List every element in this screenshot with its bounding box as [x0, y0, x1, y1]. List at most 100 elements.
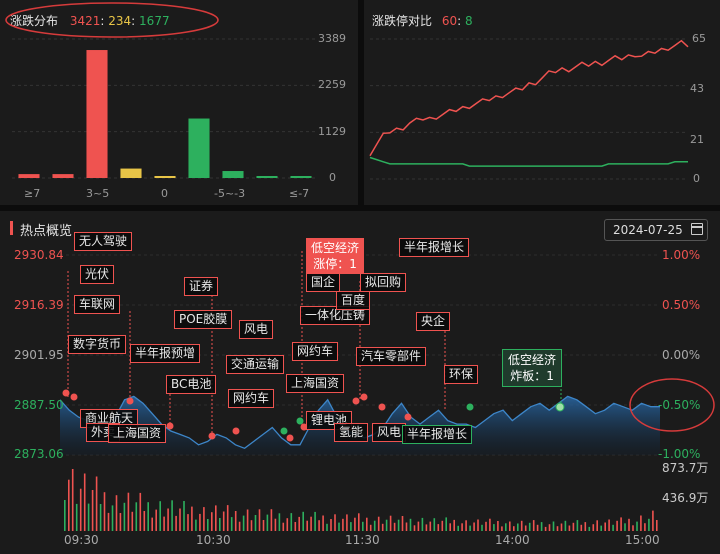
pct-tick: -1.00% [658, 447, 701, 461]
volume-bar [147, 502, 149, 531]
hotspot-tag[interactable]: 环保 [444, 365, 479, 384]
hotspot-tag[interactable]: 拟回购 [360, 273, 407, 292]
volume-bar [207, 519, 209, 531]
volume-bar [99, 504, 102, 531]
hotspot-tag[interactable]: 证券 [184, 277, 219, 296]
separator: : [131, 14, 136, 28]
hotspot-tag[interactable]: 上海国资 [108, 424, 167, 443]
price-tick: 2916.39 [14, 298, 64, 312]
hotspot-tag[interactable]: 百度 [336, 291, 371, 310]
hotspot-tag[interactable]: 交通运输 [226, 355, 285, 374]
pct-tick: -0.50% [658, 398, 701, 412]
flat-count: 234 [108, 14, 132, 28]
volume-bar [572, 522, 575, 531]
separator: : [457, 14, 462, 28]
limit-break-callout[interactable]: 低空经济 炸板：1 [502, 349, 563, 387]
volume-bar [326, 523, 328, 531]
volume-bar [91, 490, 94, 531]
x-tick: ≥7 [24, 187, 41, 200]
volume-bar [433, 518, 436, 531]
hotspot-tag[interactable]: BC电池 [166, 375, 217, 394]
volume-bar [167, 508, 169, 531]
volume-bar [644, 523, 646, 531]
distribution-bar [188, 118, 210, 178]
volume-bar [445, 517, 447, 531]
limit-up-line [369, 39, 689, 157]
time-tick: 14:00 [495, 533, 530, 547]
hotspot-tag[interactable]: 风电 [239, 320, 274, 339]
volume-bar [71, 469, 74, 531]
separator: : [100, 14, 105, 28]
volume-bar [203, 507, 205, 531]
hotspot-tag[interactable]: 上海国资 [286, 374, 345, 393]
distribution-bar [256, 176, 278, 178]
volume-bar [652, 510, 654, 531]
volume-bar [469, 525, 471, 531]
date-picker[interactable]: 2024-07-25 [604, 219, 708, 241]
hotspot-tag[interactable]: 无人驾驶 [74, 232, 133, 251]
volume-bar [64, 500, 66, 531]
x-tick: -5~-3 [214, 187, 246, 200]
hotspot-tag[interactable]: POE胶膜 [174, 310, 233, 329]
hotspot-tag[interactable]: 半年报预增 [130, 344, 201, 363]
distribution-svg [5, 2, 318, 179]
volume-bar [640, 515, 642, 531]
volume-bar [75, 503, 78, 531]
volume-bar [532, 520, 535, 531]
volume-bar [580, 524, 583, 531]
volume-bar [588, 526, 591, 531]
volume-bar [528, 522, 531, 531]
volume-bar [405, 522, 408, 531]
volume-bar [556, 526, 559, 531]
volume-tick: 436.9万 [662, 491, 709, 505]
hotspot-tag[interactable]: 汽车零部件 [356, 347, 427, 366]
hotspot-tag[interactable]: 半年报增长 [399, 238, 470, 257]
distribution-panel: 涨跌分布 3421: 234: 1677 3389 2259 1129 0 ≥7… [0, 0, 358, 205]
hotspot-tag[interactable]: 网约车 [228, 389, 275, 408]
title-accent [10, 221, 13, 235]
volume-bar [513, 526, 515, 531]
volume-bar [199, 513, 201, 531]
hotspot-tag[interactable]: 央企 [416, 312, 451, 331]
volume-bar [195, 519, 197, 531]
hotspot-tag[interactable]: 国企 [306, 273, 341, 292]
hotspot-tag[interactable]: 风电 [372, 423, 407, 442]
limit-up-callout[interactable]: 低空经济 涨停：1 [306, 238, 365, 274]
callout-name: 低空经济 [311, 241, 360, 255]
volume-bar [429, 521, 432, 531]
volume-bar [624, 523, 626, 531]
distribution-header: 涨跌分布 3421: 234: 1677 [10, 12, 170, 29]
volume-bar [628, 518, 630, 531]
hotspot-tag[interactable]: 一体化压铸 [300, 306, 371, 325]
time-tick: 11:30 [345, 533, 380, 547]
hotspot-tag[interactable]: 光伏 [80, 265, 115, 284]
volume-bar [362, 521, 364, 531]
hotspot-chart [59, 251, 715, 531]
price-tick: 2887.50 [14, 398, 64, 412]
volume-bar [258, 509, 261, 531]
pct-tick: 0.50% [662, 298, 701, 312]
hotspot-tag[interactable]: 半年报增长 [402, 425, 473, 444]
y-tick: 3389 [318, 32, 346, 45]
hotspot-tag[interactable]: 商业航天 [80, 409, 139, 428]
hotspot-tag[interactable]: 数字货币 [68, 335, 127, 354]
hotspot-tag[interactable]: 氢能 [334, 423, 369, 442]
volume-bar [191, 506, 193, 531]
y-tick: 21 [690, 133, 704, 146]
hotspot-tag[interactable]: 网约车 [292, 342, 339, 361]
volume-bar [600, 525, 602, 531]
hotspot-tag[interactable]: 车联网 [74, 295, 121, 314]
limit-compare-panel: 涨跌停对比 60: 8 65 43 21 0 [364, 0, 720, 205]
volume-bar [520, 520, 523, 531]
volume-bar [211, 512, 213, 531]
volume-bar [544, 526, 547, 531]
volume-bar [548, 524, 551, 531]
volume-bar [536, 524, 539, 531]
volume-bar [310, 516, 312, 531]
volume-bar [389, 515, 392, 531]
volume-bar [509, 521, 511, 531]
volume-bar [385, 519, 388, 531]
volume-bar [636, 521, 638, 531]
volume-bar [421, 517, 424, 531]
volume-bar [409, 518, 412, 531]
